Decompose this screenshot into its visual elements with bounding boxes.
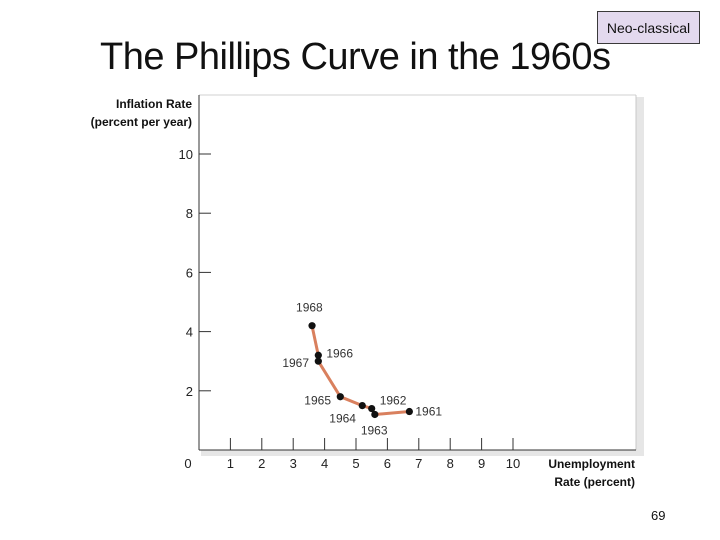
y-tick-label-10: 10 xyxy=(179,147,193,162)
x-tick-label-3: 3 xyxy=(290,456,297,471)
point-label-1967: 1967 xyxy=(282,356,309,370)
point-1968 xyxy=(308,322,316,330)
point-1967 xyxy=(314,357,322,365)
point-1963 xyxy=(371,410,379,419)
plot-panel xyxy=(199,94,644,456)
origin-label: 0 xyxy=(184,456,191,471)
point-label-1961: 1961 xyxy=(415,405,442,419)
point-label-1964: 1964 xyxy=(329,412,356,426)
point-1965 xyxy=(336,393,344,401)
x-tick-label-5: 5 xyxy=(352,456,359,471)
point-label-1968: 1968 xyxy=(296,301,323,315)
x-tick-label-2: 2 xyxy=(258,456,265,471)
point-label-1962: 1962 xyxy=(380,394,407,408)
x-tick-label-9: 9 xyxy=(478,456,485,471)
point-label-1963: 1963 xyxy=(361,423,388,437)
x-tick-label-1: 1 xyxy=(227,456,234,471)
x-axis-title-line-2: Rate (percent) xyxy=(554,475,635,489)
point-1961 xyxy=(405,407,413,416)
point-label-1965: 1965 xyxy=(304,394,331,408)
panel-shadow-right xyxy=(636,97,644,450)
x-axis-title-line-1: Unemployment xyxy=(548,457,635,471)
y-axis-title-line-2: (percent per year) xyxy=(91,115,192,129)
school-badge: Neo-classical xyxy=(597,11,700,44)
x-tick-label-7: 7 xyxy=(415,456,422,471)
y-tick-label-4: 4 xyxy=(186,325,193,340)
x-tick-label-8: 8 xyxy=(447,456,454,471)
page-number: 69 xyxy=(651,508,666,523)
point-1966 xyxy=(314,351,322,359)
y-tick-label-2: 2 xyxy=(186,384,193,399)
y-tick-label-8: 8 xyxy=(186,206,193,221)
axes xyxy=(198,95,636,451)
x-tick-label-10: 10 xyxy=(506,456,520,471)
x-tick-label-4: 4 xyxy=(321,456,328,471)
slide-title: The Phillips Curve in the 1960s xyxy=(100,36,611,78)
panel-shadow-bottom xyxy=(201,450,644,456)
y-tick-label-6: 6 xyxy=(186,265,193,280)
y-axis-title-line-1: Inflation Rate xyxy=(116,97,192,111)
data-points xyxy=(308,322,413,419)
point-1962 xyxy=(368,404,376,413)
point-label-1966: 1966 xyxy=(326,346,353,360)
x-tick-label-6: 6 xyxy=(384,456,391,471)
point-1964 xyxy=(358,402,366,410)
